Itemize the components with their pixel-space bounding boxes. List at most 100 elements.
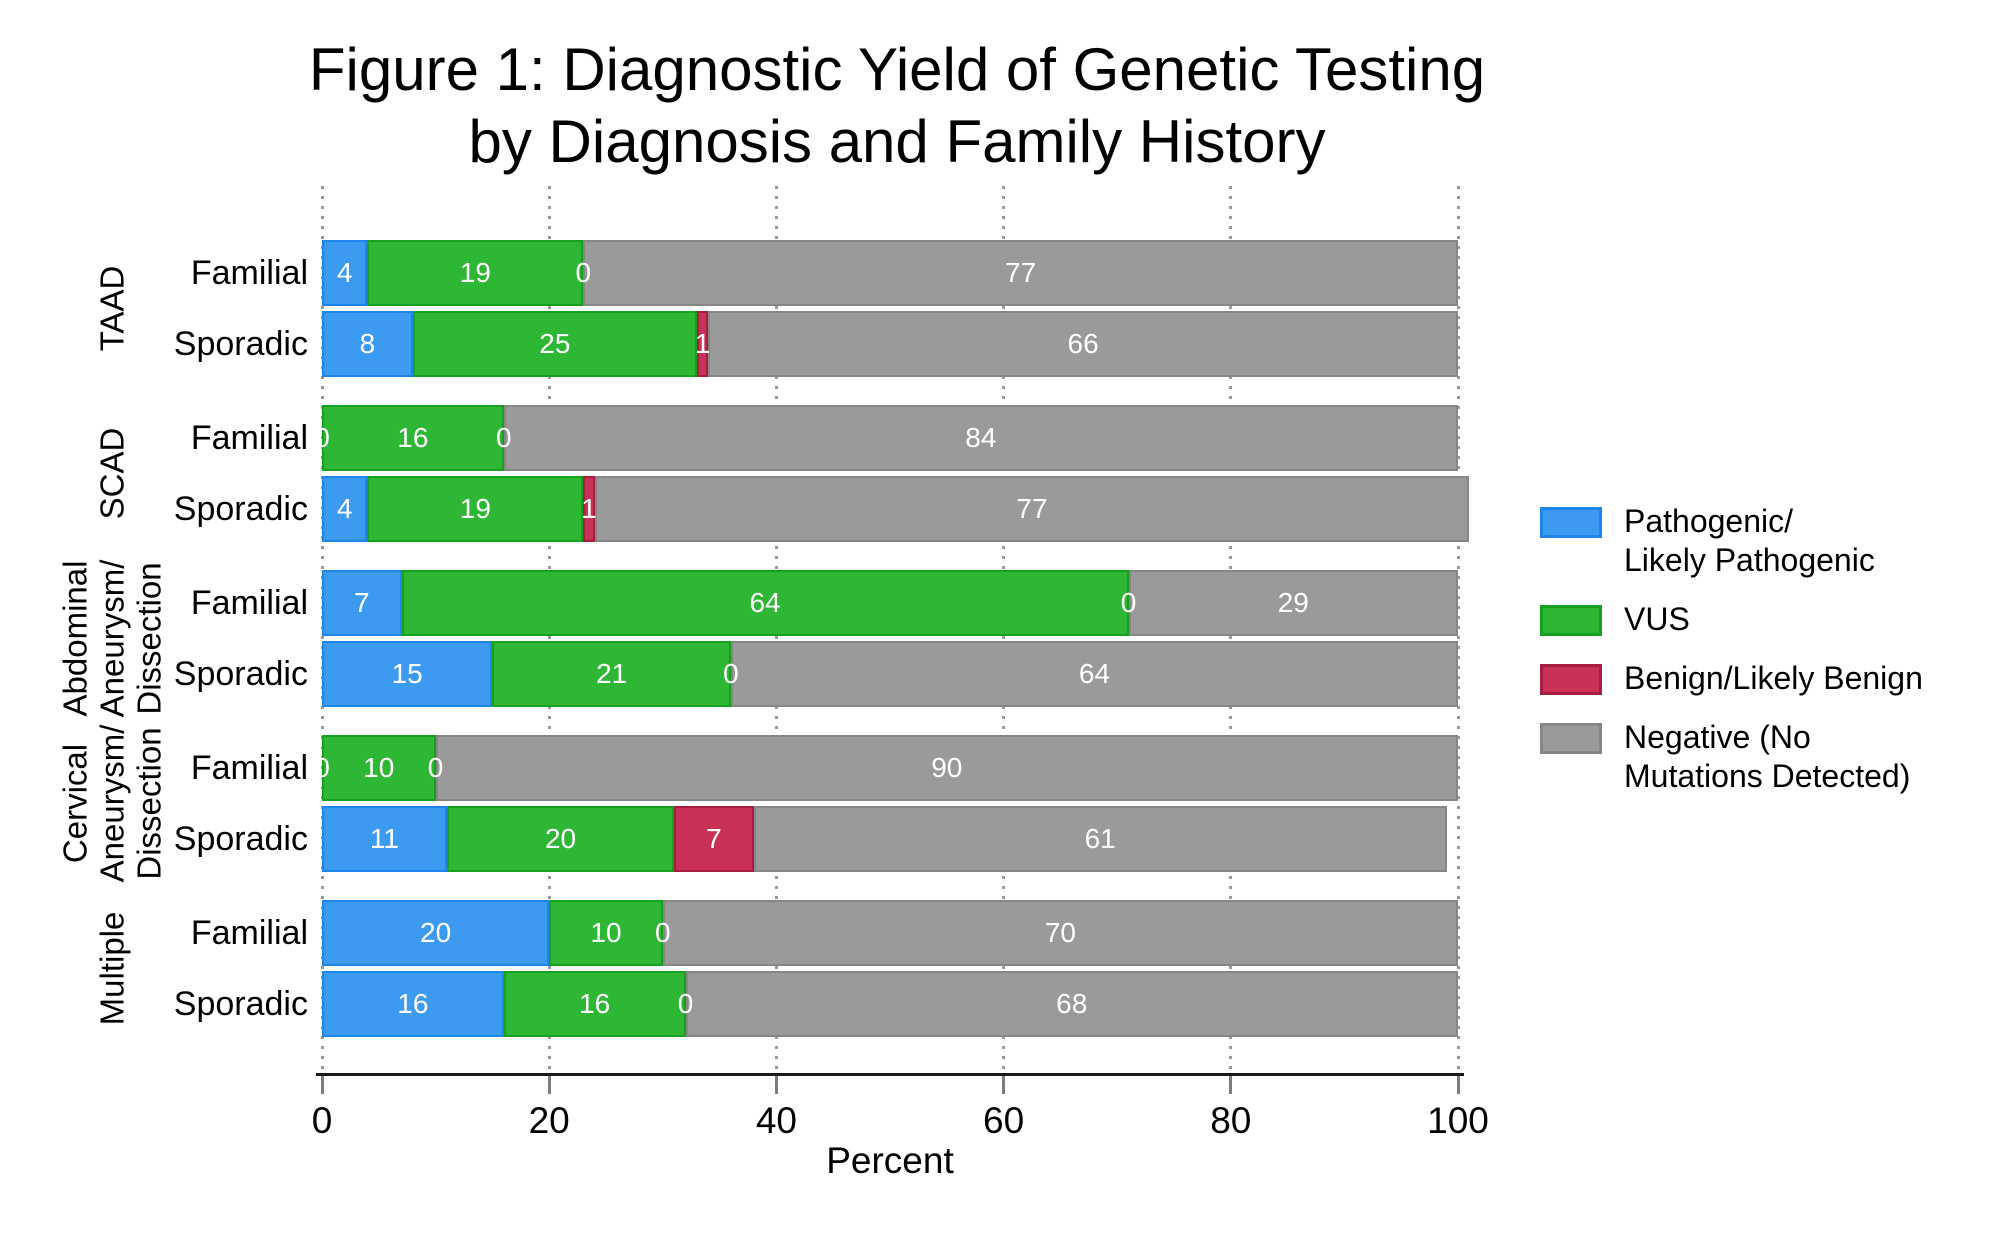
x-tick-label: 60: [983, 1100, 1025, 1141]
x-axis-line: [316, 1072, 1464, 1076]
x-axis-label: Percent: [826, 1140, 954, 1181]
bar-segment: [401, 570, 1129, 636]
bar-segment: [753, 806, 1447, 872]
legend-label: VUS: [1624, 601, 1690, 637]
row-label-sporadic: Sporadic: [173, 325, 308, 363]
row-label-familial: Familial: [190, 419, 308, 457]
bar-value-label: 16: [397, 422, 429, 453]
bar-value-label: 8: [359, 328, 376, 359]
bar-value-label: 16: [579, 988, 611, 1019]
bar-segment: [674, 806, 754, 872]
legend-label: Pathogenic/ Likely Pathogenic: [1624, 503, 1875, 578]
group-label-wrap: Multiple: [0, 748, 332, 1188]
bar-segment: [708, 311, 1458, 377]
legend-label: Negative (No Mutations Detected): [1624, 719, 1911, 794]
bar-segment: [583, 476, 595, 542]
chart-title: Figure 1: Diagnostic Yield of Genetic Te…: [0, 34, 1794, 178]
bar-segment: [662, 900, 1458, 966]
bar-segment: [322, 405, 504, 471]
x-tick-mark: [320, 1076, 324, 1094]
row-label-sporadic: Sporadic: [173, 490, 308, 528]
x-tick-mark: [547, 1076, 551, 1094]
bar-segment: [322, 971, 504, 1037]
bar-value-label: 15: [391, 658, 423, 689]
bar-segment: [503, 405, 1458, 471]
x-tick-mark: [1456, 1076, 1460, 1094]
x-tick-label: 0: [311, 1100, 333, 1141]
legend-swatch-icon: [1540, 723, 1602, 754]
bar-segment: [322, 311, 413, 377]
legend-swatch-icon: [1540, 507, 1602, 538]
x-tick-mark: [1229, 1076, 1233, 1094]
row-label-familial: Familial: [190, 584, 308, 622]
bar-value-label: 70: [1044, 917, 1076, 948]
bar-value-label: 0: [314, 422, 330, 453]
legend: Pathogenic/ Likely Pathogenic VUS Benign/L…: [1540, 502, 1923, 796]
bar-value-label: 66: [1067, 328, 1099, 359]
chart-title-line1: Figure 1: Diagnostic Yield of Genetic Te…: [308, 36, 1486, 103]
bar-segment: [730, 641, 1458, 707]
bar-segment: [696, 311, 709, 377]
bar-segment: [594, 476, 1470, 542]
bar-value-label: 21: [596, 658, 628, 689]
bar-value-label: 0: [427, 752, 444, 783]
bar-segment: [446, 806, 675, 872]
x-tick-label: 40: [755, 1100, 797, 1141]
bar-segment: [322, 806, 447, 872]
bar-value-label: 0: [655, 917, 671, 948]
bar-value-label: 0: [677, 988, 694, 1019]
row-label-familial: Familial: [190, 914, 308, 952]
row-label-sporadic: Sporadic: [173, 655, 308, 693]
bar-value-label: 77: [1016, 493, 1048, 524]
x-tick-label: 80: [1210, 1100, 1252, 1141]
bar-value-label: 7: [353, 587, 370, 618]
bar-segment: [367, 476, 584, 542]
x-tick-mark: [774, 1076, 778, 1094]
bar-value-label: 61: [1084, 823, 1116, 854]
bar-segment: [322, 900, 550, 966]
bar-value-label: 84: [965, 422, 997, 453]
row-label-familial: Familial: [190, 749, 308, 787]
bar-segment: [412, 311, 697, 377]
bar-value-label: 11: [369, 823, 400, 854]
bar-segment: [322, 240, 368, 306]
bar-value-label: 1: [581, 493, 597, 524]
bar-segment: [367, 240, 584, 306]
chart-title-line2: by Diagnosis and Family History: [468, 108, 1326, 175]
bar-value-label: 0: [314, 752, 330, 783]
bar-value-label: 20: [420, 917, 452, 948]
bar-value-label: 20: [544, 823, 577, 854]
group-label: Multiple: [93, 911, 131, 1025]
legend-item-0: Pathogenic/ Likely Pathogenic: [1540, 502, 1923, 580]
bar-segment: [549, 900, 663, 966]
row-label-familial: Familial: [190, 254, 308, 292]
bar-value-label: 0: [1120, 587, 1137, 618]
x-tick-label: 20: [528, 1100, 570, 1141]
row-label-sporadic: Sporadic: [173, 820, 308, 858]
bar-value-label: 19: [459, 257, 491, 288]
bar-value-label: 4: [336, 257, 353, 288]
bar-value-label: 25: [539, 328, 571, 359]
legend-item-1: VUS: [1540, 600, 1923, 639]
bar-value-label: 4: [336, 493, 353, 524]
bar-segment: [322, 735, 436, 801]
bar-value-label: 64: [749, 587, 781, 618]
bar-value-label: 7: [706, 823, 722, 854]
bar-value-label: 29: [1277, 587, 1309, 618]
bar-value-label: 90: [931, 752, 963, 783]
x-tick-label: 100: [1427, 1100, 1489, 1141]
x-tick-mark: [1002, 1076, 1006, 1094]
bar-value-label: 1: [694, 328, 711, 359]
gridline-100: [1456, 186, 1460, 1074]
legend-swatch-icon: [1540, 664, 1602, 695]
bar-value-label: 0: [495, 422, 512, 453]
bar-value-label: 0: [575, 257, 592, 288]
bar-segment: [322, 641, 493, 707]
bar-value-label: 16: [397, 988, 429, 1019]
bar-value-label: 10: [590, 917, 622, 948]
bar-segment: [685, 971, 1458, 1037]
bar-value-label: 64: [1078, 658, 1111, 689]
bar-segment: [492, 641, 731, 707]
